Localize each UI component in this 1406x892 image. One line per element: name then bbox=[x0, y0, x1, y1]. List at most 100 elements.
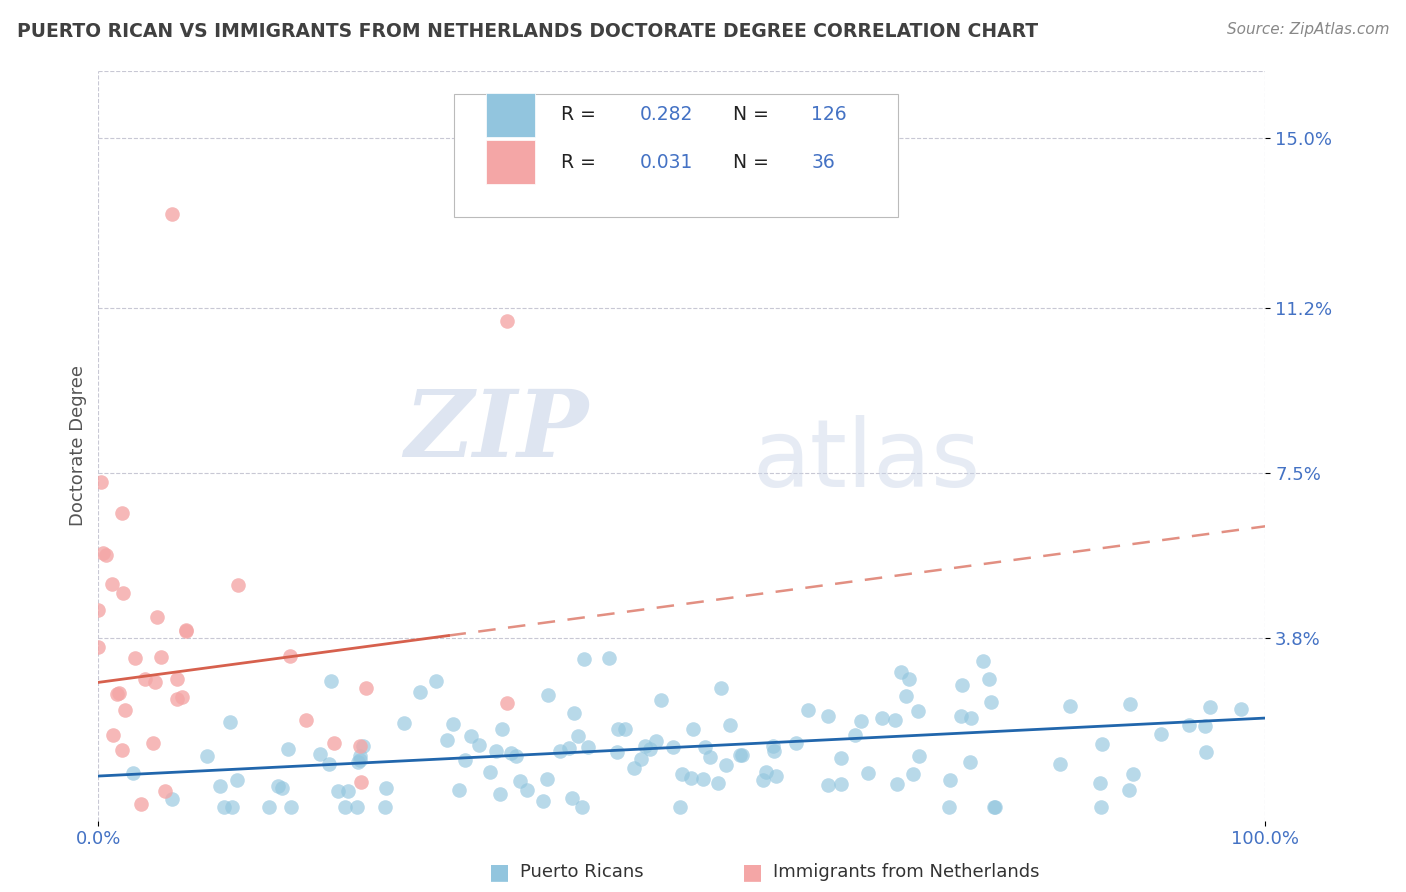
Point bbox=[277, 741, 299, 756]
Point bbox=[496, 696, 519, 710]
Text: Source: ZipAtlas.com: Source: ZipAtlas.com bbox=[1226, 22, 1389, 37]
Point bbox=[87, 640, 110, 655]
Point bbox=[318, 756, 340, 771]
Text: 36: 36 bbox=[811, 153, 835, 171]
Point bbox=[576, 740, 599, 755]
Point bbox=[548, 744, 571, 758]
Point bbox=[886, 777, 908, 791]
Point bbox=[897, 672, 920, 686]
Point bbox=[131, 797, 153, 811]
Point bbox=[488, 787, 510, 801]
Point bbox=[765, 769, 787, 783]
Point bbox=[122, 766, 145, 780]
Point bbox=[425, 674, 447, 689]
Point bbox=[817, 709, 839, 723]
Point bbox=[333, 800, 356, 814]
Point bbox=[352, 739, 374, 753]
Point bbox=[1150, 727, 1173, 741]
FancyBboxPatch shape bbox=[486, 93, 534, 136]
Point bbox=[162, 792, 184, 806]
Point bbox=[598, 651, 620, 665]
Point bbox=[681, 771, 703, 785]
Point bbox=[1122, 767, 1144, 781]
Point bbox=[91, 546, 114, 560]
Point bbox=[640, 742, 662, 756]
Point bbox=[146, 609, 169, 624]
Point bbox=[349, 753, 371, 767]
Point bbox=[980, 695, 1002, 709]
Point bbox=[105, 687, 128, 701]
Point bbox=[699, 749, 721, 764]
Text: ZIP: ZIP bbox=[405, 386, 589, 476]
Point bbox=[505, 749, 527, 764]
Point bbox=[939, 773, 962, 788]
Point bbox=[509, 774, 531, 789]
Point bbox=[952, 678, 974, 692]
Point bbox=[218, 714, 240, 729]
Point bbox=[294, 713, 316, 727]
Point bbox=[531, 794, 554, 808]
Point bbox=[908, 748, 931, 763]
Point bbox=[460, 729, 482, 743]
Point bbox=[959, 755, 981, 769]
Point bbox=[374, 800, 396, 814]
Point bbox=[883, 713, 905, 727]
Point bbox=[1230, 702, 1253, 716]
Point bbox=[491, 723, 513, 737]
Point bbox=[134, 672, 156, 686]
Point bbox=[174, 624, 197, 639]
Point bbox=[478, 765, 501, 780]
Point bbox=[669, 800, 692, 814]
Point bbox=[938, 800, 960, 814]
Point bbox=[894, 690, 917, 704]
Point bbox=[755, 764, 778, 779]
Point bbox=[308, 747, 330, 762]
Point bbox=[111, 506, 134, 520]
Point bbox=[650, 693, 672, 707]
Point bbox=[124, 650, 146, 665]
Point bbox=[485, 744, 508, 758]
Point bbox=[1199, 699, 1222, 714]
Point bbox=[449, 782, 471, 797]
Point bbox=[707, 775, 730, 789]
Point bbox=[574, 652, 596, 666]
Point bbox=[558, 741, 581, 756]
Point bbox=[567, 730, 589, 744]
Point bbox=[762, 739, 785, 753]
Point bbox=[195, 749, 218, 764]
Text: Immigrants from Netherlands: Immigrants from Netherlands bbox=[773, 863, 1040, 881]
Point bbox=[87, 603, 110, 617]
Text: atlas: atlas bbox=[752, 415, 980, 507]
Point bbox=[496, 314, 519, 328]
Text: PUERTO RICAN VS IMMIGRANTS FROM NETHERLANDS DOCTORATE DEGREE CORRELATION CHART: PUERTO RICAN VS IMMIGRANTS FROM NETHERLA… bbox=[17, 22, 1038, 41]
Point bbox=[830, 777, 852, 791]
Point bbox=[844, 728, 866, 742]
Point bbox=[797, 703, 820, 717]
Point bbox=[111, 585, 134, 599]
Point bbox=[1088, 776, 1111, 790]
Point bbox=[949, 709, 972, 723]
Point bbox=[150, 650, 173, 665]
Point bbox=[143, 675, 166, 690]
Point bbox=[890, 665, 912, 680]
Point bbox=[108, 686, 131, 700]
Point bbox=[323, 736, 346, 750]
Point bbox=[328, 784, 350, 798]
Y-axis label: Doctorate Degree: Doctorate Degree bbox=[69, 366, 87, 526]
FancyBboxPatch shape bbox=[454, 94, 898, 218]
Point bbox=[1118, 783, 1140, 797]
Point bbox=[257, 800, 280, 814]
Point bbox=[110, 742, 132, 756]
Point bbox=[972, 654, 994, 668]
Point bbox=[516, 782, 538, 797]
Point bbox=[645, 734, 668, 748]
Point bbox=[280, 800, 302, 814]
Point bbox=[1194, 719, 1216, 733]
Point bbox=[278, 649, 301, 664]
Point bbox=[356, 681, 378, 695]
Point bbox=[346, 800, 368, 814]
Point bbox=[349, 739, 371, 753]
Point bbox=[817, 778, 839, 792]
Point bbox=[436, 732, 458, 747]
Text: 126: 126 bbox=[811, 105, 846, 124]
